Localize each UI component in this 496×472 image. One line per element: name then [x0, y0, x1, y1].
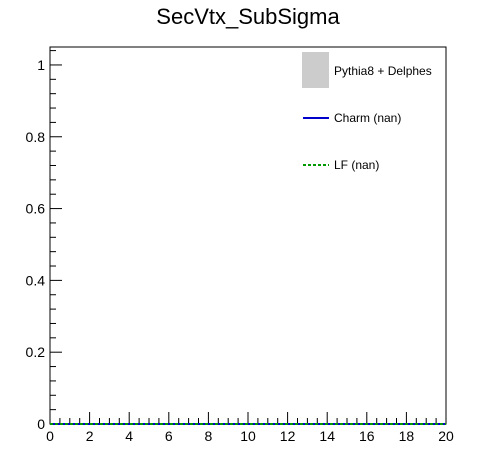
- x-tick-label: 14: [319, 428, 335, 444]
- y-tick-label: 1: [37, 57, 45, 73]
- legend-label-pythia: Pythia8 + Delphes: [334, 64, 432, 78]
- legend-swatch-pythia: [302, 52, 329, 88]
- y-tick-label: 0.6: [26, 201, 46, 217]
- legend: Pythia8 + Delphes Charm (nan) LF (nan): [302, 52, 432, 172]
- x-tick-label: 6: [165, 428, 173, 444]
- y-tick-label: 0.4: [26, 272, 46, 288]
- x-tick-label: 2: [86, 428, 94, 444]
- chart-title: SecVtx_SubSigma: [156, 4, 340, 29]
- y-tick-label: 0: [37, 416, 45, 432]
- x-tick-label: 0: [46, 428, 54, 444]
- y-tick-label: 0.8: [26, 129, 46, 145]
- x-tick-label: 18: [399, 428, 415, 444]
- x-tick-label: 4: [125, 428, 133, 444]
- y-tick-label: 0.2: [26, 344, 46, 360]
- legend-label-charm: Charm (nan): [334, 111, 401, 125]
- x-tick-label: 20: [438, 428, 454, 444]
- legend-label-lf: LF (nan): [334, 158, 379, 172]
- x-tick-label: 8: [205, 428, 213, 444]
- x-tick-label: 16: [359, 428, 375, 444]
- x-tick-label: 12: [280, 428, 296, 444]
- x-tick-label: 10: [240, 428, 256, 444]
- y-axis: 0 0.2 0.4 0.6 0.8 1: [26, 50, 62, 432]
- plot-frame: [49, 46, 447, 425]
- x-axis: 0 2 4 6 8 10 12 14 16 18 20: [46, 412, 454, 444]
